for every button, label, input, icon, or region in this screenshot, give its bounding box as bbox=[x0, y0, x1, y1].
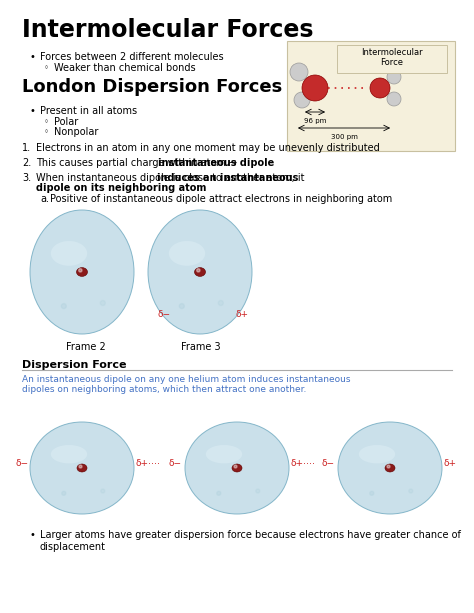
Circle shape bbox=[409, 489, 413, 493]
Ellipse shape bbox=[387, 92, 401, 106]
Ellipse shape bbox=[30, 422, 134, 514]
Text: Dispersion Force: Dispersion Force bbox=[22, 360, 127, 370]
Ellipse shape bbox=[338, 422, 442, 514]
Text: This causes partial charge within atom →: This causes partial charge within atom → bbox=[36, 158, 240, 168]
Text: δ−: δ− bbox=[158, 310, 171, 319]
Text: δ+: δ+ bbox=[136, 460, 149, 468]
Circle shape bbox=[179, 303, 184, 308]
Circle shape bbox=[234, 465, 237, 468]
Text: δ+: δ+ bbox=[236, 310, 249, 319]
Ellipse shape bbox=[51, 445, 87, 463]
Text: 3.: 3. bbox=[22, 173, 31, 183]
Text: Polar: Polar bbox=[54, 117, 78, 127]
Text: induces an instantaneous: induces an instantaneous bbox=[157, 173, 298, 183]
Text: 96 pm: 96 pm bbox=[304, 118, 326, 124]
Text: 300 pm: 300 pm bbox=[330, 134, 357, 140]
Text: a.: a. bbox=[40, 194, 49, 204]
Text: ◦: ◦ bbox=[44, 117, 49, 126]
Text: δ−: δ− bbox=[16, 460, 29, 468]
Text: •: • bbox=[30, 530, 36, 540]
Text: ····: ···· bbox=[303, 459, 315, 469]
Text: When instantaneous dipole is close to another atom, it: When instantaneous dipole is close to an… bbox=[36, 173, 308, 183]
Text: Weaker than chemical bonds: Weaker than chemical bonds bbox=[54, 63, 196, 73]
Text: Frame 3: Frame 3 bbox=[181, 342, 220, 352]
Ellipse shape bbox=[290, 63, 308, 81]
Ellipse shape bbox=[148, 210, 252, 334]
Text: Larger atoms have greater dispersion force because electrons have greater chance: Larger atoms have greater dispersion for… bbox=[40, 530, 461, 552]
FancyBboxPatch shape bbox=[287, 41, 455, 151]
Circle shape bbox=[79, 465, 82, 468]
Ellipse shape bbox=[359, 445, 395, 463]
Ellipse shape bbox=[194, 268, 206, 276]
Ellipse shape bbox=[169, 241, 205, 266]
Ellipse shape bbox=[77, 464, 87, 472]
Text: δ+: δ+ bbox=[444, 460, 457, 468]
Text: London Dispersion Forces: London Dispersion Forces bbox=[22, 78, 282, 96]
Ellipse shape bbox=[370, 78, 390, 98]
Text: ◦: ◦ bbox=[44, 63, 49, 72]
FancyBboxPatch shape bbox=[337, 45, 447, 73]
Circle shape bbox=[62, 491, 66, 495]
Text: •: • bbox=[30, 52, 36, 62]
Circle shape bbox=[61, 303, 66, 308]
Text: Intermolecular Forces: Intermolecular Forces bbox=[22, 18, 313, 42]
Text: dipole on its neighboring atom: dipole on its neighboring atom bbox=[36, 183, 206, 193]
Text: 2.: 2. bbox=[22, 158, 31, 168]
Circle shape bbox=[370, 491, 374, 495]
Text: 1.: 1. bbox=[22, 143, 31, 153]
Circle shape bbox=[100, 300, 105, 305]
Circle shape bbox=[197, 268, 200, 272]
Ellipse shape bbox=[302, 75, 328, 101]
Ellipse shape bbox=[206, 445, 242, 463]
Text: Forces between 2 different molecules: Forces between 2 different molecules bbox=[40, 52, 224, 62]
Ellipse shape bbox=[76, 268, 88, 276]
Circle shape bbox=[219, 300, 223, 305]
Text: δ−: δ− bbox=[169, 460, 182, 468]
Ellipse shape bbox=[387, 70, 401, 84]
Text: An instantaneous dipole on any one helium atom induces instantaneous
dipoles on : An instantaneous dipole on any one heliu… bbox=[22, 375, 350, 394]
Circle shape bbox=[101, 489, 105, 493]
Text: Frame 2: Frame 2 bbox=[66, 342, 106, 352]
Text: Present in all atoms: Present in all atoms bbox=[40, 106, 137, 116]
Text: Positive of instantaneous dipole attract electrons in neighboring atom: Positive of instantaneous dipole attract… bbox=[50, 194, 392, 204]
Ellipse shape bbox=[294, 92, 310, 108]
Text: instantaneous dipole: instantaneous dipole bbox=[158, 158, 274, 168]
Circle shape bbox=[387, 465, 390, 468]
Text: ◦: ◦ bbox=[44, 127, 49, 136]
Ellipse shape bbox=[232, 464, 242, 472]
Ellipse shape bbox=[51, 241, 87, 266]
Text: δ−: δ− bbox=[322, 460, 335, 468]
Text: Electrons in an atom in any one moment may be unevenly distributed: Electrons in an atom in any one moment m… bbox=[36, 143, 380, 153]
Ellipse shape bbox=[30, 210, 134, 334]
Circle shape bbox=[79, 268, 82, 272]
Ellipse shape bbox=[185, 422, 289, 514]
Text: Nonpolar: Nonpolar bbox=[54, 127, 99, 137]
Ellipse shape bbox=[385, 464, 395, 472]
Text: δ+: δ+ bbox=[291, 460, 304, 468]
Text: Intermolecular
Force: Intermolecular Force bbox=[361, 48, 423, 67]
Circle shape bbox=[256, 489, 260, 493]
Circle shape bbox=[217, 491, 221, 495]
Text: •: • bbox=[30, 106, 36, 116]
Text: ····: ···· bbox=[148, 459, 160, 469]
